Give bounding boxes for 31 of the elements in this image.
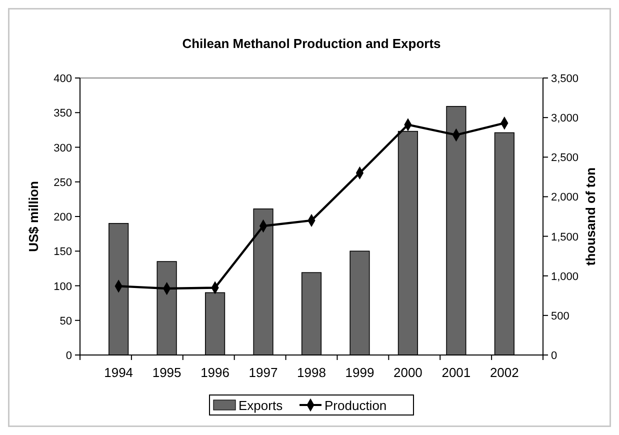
x-tick-label: 1998	[297, 365, 326, 380]
y2-tick-label: 2,500	[551, 152, 579, 164]
y-tick-label: 250	[54, 176, 72, 189]
y2-tick-label: 0	[551, 350, 558, 362]
chart-title: Chilean Methanol Production and Exports	[182, 36, 441, 51]
y-tick-label: 0	[66, 350, 72, 362]
y-tick-label: 300	[54, 142, 72, 154]
y-axis-title: US$ million	[26, 181, 41, 252]
x-tick-label: 2002	[490, 365, 519, 380]
y2-tick-label: 1,500	[551, 231, 579, 244]
x-tick-label: 1994	[104, 365, 134, 380]
y-tick-label: 400	[54, 73, 72, 85]
x-tick-label: 1997	[248, 365, 278, 380]
y2-tick-label: 500	[551, 310, 570, 322]
legend-label: Exports	[238, 398, 284, 413]
y-tick-label: 100	[54, 280, 72, 293]
x-tick-label: 1999	[345, 365, 374, 380]
y2-axis-title: thousand of ton	[583, 167, 598, 266]
x-tick-label: 1996	[200, 365, 230, 380]
y2-tick-label: 3,000	[551, 112, 579, 125]
y-tick-label: 200	[54, 212, 72, 224]
y2-tick-label: 1,000	[551, 270, 579, 283]
x-tick-label: 2001	[442, 365, 471, 380]
y2-tick-label: 2,000	[551, 192, 579, 204]
y-tick-label: 150	[54, 246, 72, 258]
x-tick-label: 2000	[393, 365, 422, 380]
x-tick-label: 1995	[152, 365, 182, 380]
y-tick-label: 50	[60, 315, 72, 328]
y-tick-label: 350	[54, 108, 72, 120]
y2-tick-label: 3,500	[551, 73, 579, 85]
legend-label: Production	[324, 398, 387, 413]
